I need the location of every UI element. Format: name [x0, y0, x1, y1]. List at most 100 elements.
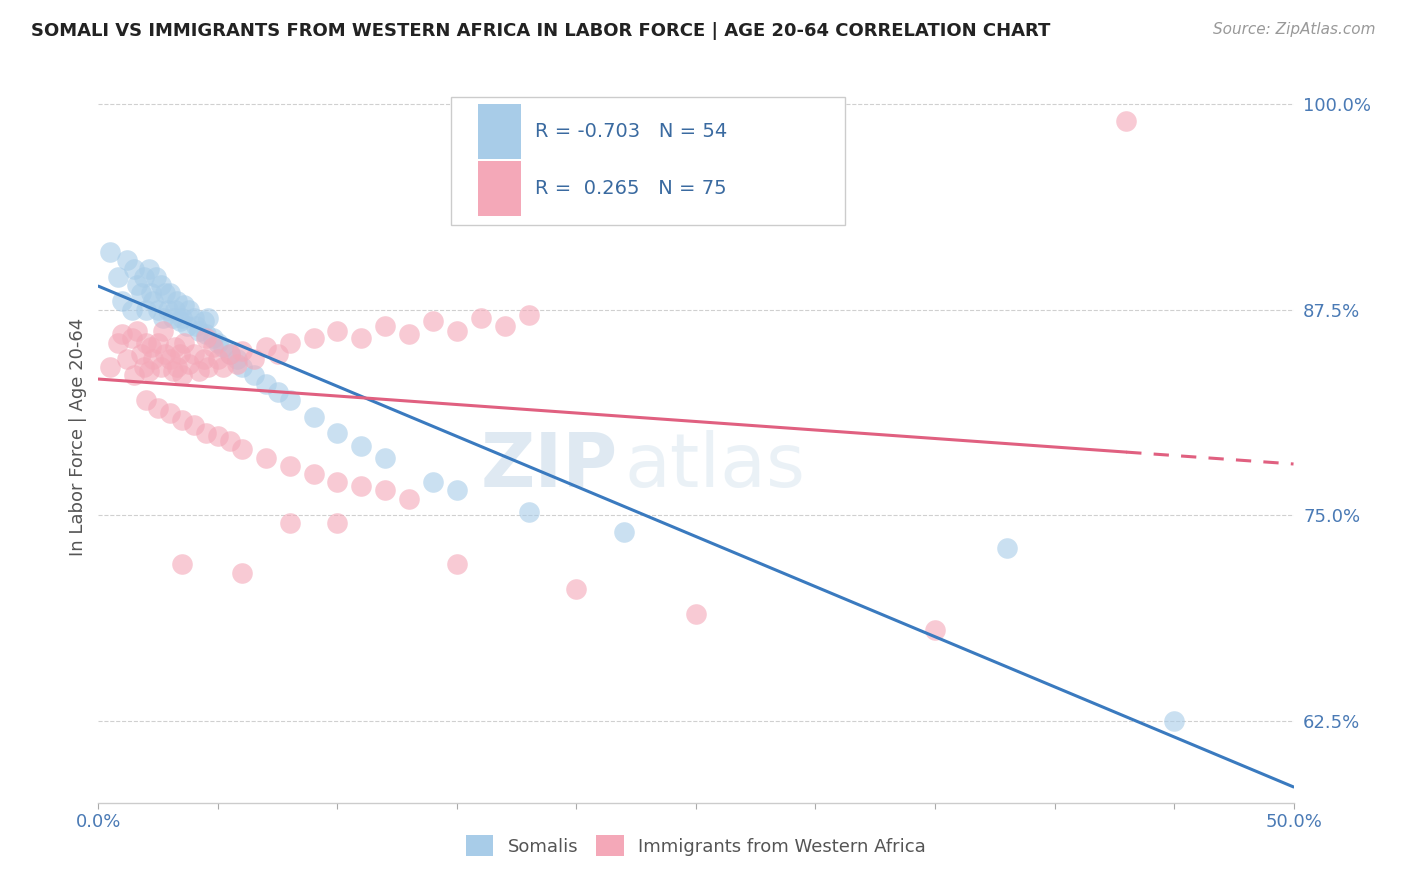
- Point: [231, 360, 253, 375]
- Point: [398, 327, 420, 342]
- Point: [115, 351, 138, 366]
- Point: [302, 409, 325, 424]
- Point: [254, 341, 277, 355]
- Point: [187, 363, 209, 377]
- Point: [148, 302, 170, 317]
- Point: [111, 294, 134, 309]
- Point: [107, 335, 129, 350]
- Point: [374, 319, 396, 334]
- Point: [131, 347, 153, 361]
- Point: [398, 491, 420, 506]
- Point: [139, 341, 162, 355]
- Point: [302, 331, 325, 345]
- Point: [278, 458, 301, 473]
- Point: [125, 278, 148, 293]
- Point: [142, 351, 165, 366]
- Point: [374, 450, 396, 465]
- Point: [226, 351, 249, 366]
- Point: [162, 363, 184, 377]
- Point: [138, 261, 160, 276]
- Text: SOMALI VS IMMIGRANTS FROM WESTERN AFRICA IN LABOR FORCE | AGE 20-64 CORRELATION : SOMALI VS IMMIGRANTS FROM WESTERN AFRICA…: [31, 22, 1050, 40]
- Point: [197, 360, 219, 375]
- Point: [124, 368, 146, 383]
- Point: [121, 302, 143, 317]
- Point: [685, 607, 707, 621]
- Point: [187, 324, 209, 338]
- Text: atlas: atlas: [624, 430, 806, 503]
- Point: [446, 558, 468, 572]
- Point: [195, 327, 218, 342]
- Point: [231, 442, 253, 457]
- Point: [326, 324, 349, 338]
- Point: [149, 278, 172, 293]
- Point: [132, 360, 155, 375]
- Bar: [478, 103, 522, 159]
- Point: [135, 393, 157, 408]
- Point: [422, 314, 444, 328]
- Point: [183, 417, 205, 432]
- Point: [115, 253, 138, 268]
- Bar: [478, 161, 522, 216]
- Point: [148, 335, 170, 350]
- Point: [125, 324, 148, 338]
- Point: [166, 294, 188, 309]
- Point: [211, 341, 233, 355]
- Point: [98, 245, 122, 260]
- Point: [302, 467, 325, 481]
- Point: [374, 483, 396, 498]
- Point: [152, 324, 174, 338]
- Point: [326, 516, 349, 531]
- Text: R = -0.703   N = 54: R = -0.703 N = 54: [534, 122, 727, 141]
- Point: [111, 327, 134, 342]
- Point: [163, 302, 186, 317]
- Point: [156, 302, 179, 317]
- Point: [172, 310, 194, 325]
- Point: [197, 310, 219, 325]
- Point: [267, 347, 290, 361]
- Point: [163, 341, 186, 355]
- Point: [135, 302, 157, 317]
- Point: [173, 298, 195, 312]
- Point: [195, 425, 218, 440]
- Point: [422, 475, 444, 490]
- Point: [231, 566, 253, 580]
- Point: [565, 582, 588, 596]
- Point: [121, 331, 143, 345]
- Point: [172, 413, 194, 427]
- Point: [149, 360, 172, 375]
- Point: [183, 310, 205, 325]
- Point: [148, 401, 170, 416]
- Point: [995, 541, 1018, 555]
- Point: [152, 310, 174, 325]
- Point: [135, 335, 157, 350]
- Text: R =  0.265   N = 75: R = 0.265 N = 75: [534, 179, 727, 198]
- Point: [350, 439, 373, 453]
- Point: [183, 347, 205, 361]
- Point: [145, 269, 167, 284]
- Point: [202, 331, 225, 345]
- Point: [179, 357, 201, 371]
- Point: [517, 308, 540, 322]
- Point: [131, 286, 153, 301]
- Point: [193, 351, 215, 366]
- Point: [155, 286, 177, 301]
- Point: [159, 351, 181, 366]
- Point: [350, 331, 373, 345]
- Point: [219, 434, 242, 449]
- Point: [207, 429, 229, 443]
- Point: [211, 360, 233, 375]
- Point: [155, 347, 177, 361]
- Point: [169, 314, 191, 328]
- Point: [226, 357, 249, 371]
- Point: [186, 319, 208, 334]
- Point: [195, 331, 218, 345]
- Point: [231, 343, 253, 358]
- Point: [278, 393, 301, 408]
- Point: [124, 261, 146, 276]
- Point: [219, 347, 242, 361]
- Point: [179, 302, 201, 317]
- Point: [172, 368, 194, 383]
- Point: [924, 624, 946, 638]
- Point: [142, 294, 165, 309]
- Point: [470, 310, 492, 325]
